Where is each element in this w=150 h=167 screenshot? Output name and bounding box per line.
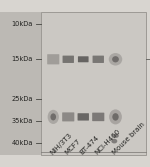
FancyBboxPatch shape (63, 56, 74, 63)
Ellipse shape (50, 113, 56, 120)
FancyBboxPatch shape (78, 113, 89, 121)
Text: BT-474: BT-474 (79, 135, 100, 156)
Ellipse shape (48, 110, 59, 124)
FancyBboxPatch shape (47, 54, 59, 64)
Bar (0, 12, 40, 155)
Text: 25kDa: 25kDa (12, 96, 33, 102)
FancyBboxPatch shape (93, 56, 104, 63)
Text: NCI-H460: NCI-H460 (94, 128, 122, 156)
Ellipse shape (109, 53, 122, 65)
Text: 40kDa: 40kDa (12, 140, 33, 146)
Text: 35kDa: 35kDa (12, 118, 33, 124)
FancyBboxPatch shape (78, 56, 88, 62)
Ellipse shape (111, 139, 117, 143)
Ellipse shape (109, 109, 122, 124)
Bar (40, 12, 146, 155)
FancyBboxPatch shape (92, 113, 104, 121)
Ellipse shape (112, 113, 119, 121)
Text: MCF7: MCF7 (64, 138, 82, 156)
Text: NIH/3T3: NIH/3T3 (49, 132, 73, 156)
Text: 15kDa: 15kDa (12, 56, 33, 62)
Ellipse shape (112, 56, 119, 62)
Text: 10kDa: 10kDa (12, 21, 33, 27)
Ellipse shape (113, 134, 119, 138)
Text: Mouse brain: Mouse brain (111, 122, 146, 156)
FancyBboxPatch shape (62, 112, 74, 121)
